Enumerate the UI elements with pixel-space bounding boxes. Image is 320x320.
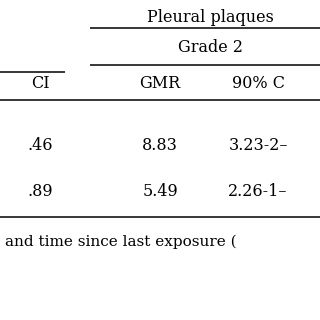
Text: Pleural plaques: Pleural plaques xyxy=(147,10,273,27)
Text: CI: CI xyxy=(31,76,49,92)
Text: .89: .89 xyxy=(27,183,53,201)
Text: Grade 2: Grade 2 xyxy=(178,39,243,57)
Text: 8.83: 8.83 xyxy=(142,137,178,154)
Text: 2.26-1–: 2.26-1– xyxy=(228,183,288,201)
Text: and time since last exposure (: and time since last exposure ( xyxy=(5,235,236,249)
Text: 5.49: 5.49 xyxy=(142,183,178,201)
Text: 90% C: 90% C xyxy=(231,76,284,92)
Text: 3.23-2–: 3.23-2– xyxy=(228,137,288,154)
Text: GMR: GMR xyxy=(140,76,180,92)
Text: .46: .46 xyxy=(27,137,53,154)
